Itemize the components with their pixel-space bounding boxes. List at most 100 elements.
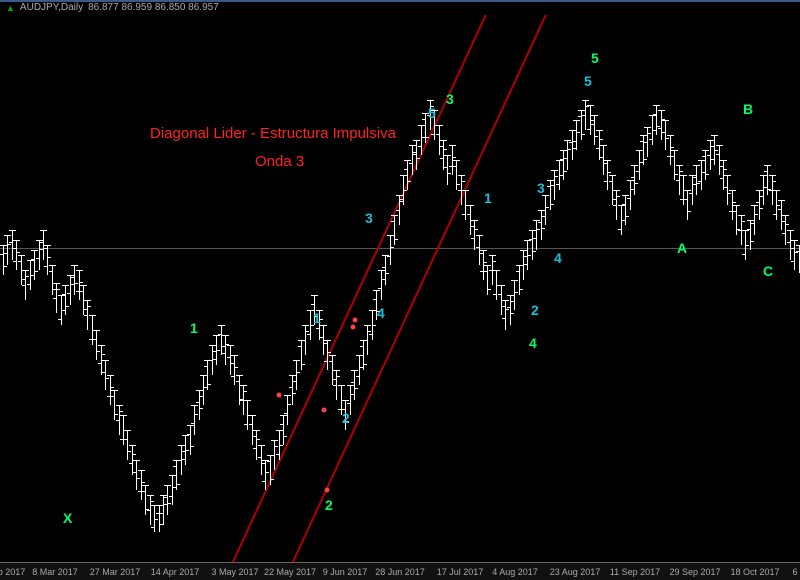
price-bar	[56, 283, 57, 313]
price-bar	[679, 165, 680, 195]
x-tick: 17 Jul 2017	[437, 567, 484, 577]
price-bar	[385, 255, 386, 285]
price-bar	[572, 130, 573, 160]
x-tick: 27 Mar 2017	[90, 567, 141, 577]
price-bar	[416, 140, 417, 170]
price-bar	[425, 113, 426, 143]
price-bar	[150, 495, 151, 525]
x-tick: 14 Apr 2017	[151, 567, 200, 577]
wave-label: 4	[529, 335, 537, 351]
price-bar	[541, 210, 542, 240]
price-bar	[505, 300, 506, 330]
price-bar	[70, 275, 71, 305]
price-bar	[265, 460, 266, 490]
price-bar	[212, 345, 213, 375]
price-bar	[421, 125, 422, 155]
price-bar	[687, 190, 688, 220]
price-bar	[390, 235, 391, 265]
price-bar	[7, 235, 8, 265]
price-bar	[394, 215, 395, 245]
wave-label: 1	[484, 190, 492, 206]
price-bar	[661, 110, 662, 140]
wave-label: 2	[531, 302, 539, 318]
price-bar	[354, 370, 355, 400]
price-bar	[532, 230, 533, 260]
x-axis: 17 Feb 20178 Mar 201727 Mar 201714 Apr 2…	[0, 562, 800, 580]
price-bar	[514, 280, 515, 310]
wave-label: Diagonal Lider - Estructura Impulsiva	[150, 125, 396, 142]
price-bar	[274, 440, 275, 470]
wave-label: Onda 3	[255, 153, 304, 170]
price-bar	[696, 165, 697, 195]
price-bar	[34, 250, 35, 280]
price-bar	[625, 195, 626, 225]
price-bar	[52, 265, 53, 295]
x-tick: 3 May 2017	[211, 567, 258, 577]
wave-label: A	[677, 240, 687, 256]
price-bar	[799, 245, 800, 273]
x-tick: 22 May 2017	[264, 567, 316, 577]
price-bar	[39, 240, 40, 270]
chart-canvas[interactable]: Diagonal Lider - Estructura Impulsiva Ond…	[0, 15, 800, 562]
price-bar	[523, 250, 524, 280]
price-bar	[25, 270, 26, 300]
price-bar	[359, 355, 360, 385]
price-bar	[447, 155, 448, 185]
price-bar	[754, 205, 755, 235]
price-bar	[750, 220, 751, 250]
symbol-label: AUDJPY,Daily	[20, 2, 83, 13]
caret-icon: ▲	[6, 3, 15, 13]
price-bar	[759, 190, 760, 220]
wave-label: 3	[446, 91, 454, 107]
x-tick: 23 Aug 2017	[550, 567, 601, 577]
price-bar	[176, 460, 177, 490]
wave-label: 4	[554, 250, 562, 266]
price-bar	[225, 335, 226, 365]
x-tick: 6	[792, 567, 797, 577]
x-tick: 29 Sep 2017	[669, 567, 720, 577]
price-bar	[172, 475, 173, 505]
price-bar	[567, 140, 568, 170]
price-bar	[510, 295, 511, 325]
channel-dot	[351, 325, 356, 330]
chart-header: ▲ AUDJPY,Daily 86.877 86.959 86.850 86.9…	[6, 2, 219, 13]
price-bar	[639, 150, 640, 180]
wave-label: 2	[325, 497, 333, 513]
price-bar	[763, 175, 764, 205]
price-bar	[790, 230, 791, 260]
price-bar	[576, 120, 577, 150]
price-bar	[692, 175, 693, 205]
price-bar	[221, 325, 222, 355]
x-tick: 18 Oct 2017	[730, 567, 779, 577]
wave-label: 2	[342, 410, 350, 426]
price-bar	[305, 325, 306, 355]
price-bar	[630, 180, 631, 210]
channel-dot	[353, 318, 358, 323]
trendlines-layer	[0, 15, 800, 575]
ohlc-label: 86.877 86.959 86.850 86.957	[88, 2, 219, 13]
channel-dot	[325, 488, 330, 493]
wave-label: 5	[584, 73, 592, 89]
wave-label: 4	[377, 305, 385, 321]
x-tick: 8 Mar 2017	[32, 567, 78, 577]
wave-label: 1	[190, 320, 198, 336]
price-bar	[119, 405, 120, 435]
price-bar	[203, 375, 204, 405]
price-bar	[230, 345, 231, 375]
price-bar	[634, 165, 635, 195]
price-bar	[167, 485, 168, 515]
price-bar	[3, 245, 4, 275]
price-bar	[407, 160, 408, 190]
wave-label: 3	[537, 180, 545, 196]
price-bar	[643, 135, 644, 165]
price-bar	[159, 505, 160, 532]
price-bar	[287, 395, 288, 425]
price-bar	[194, 405, 195, 435]
price-bar	[381, 270, 382, 300]
price-bar	[190, 425, 191, 455]
channel-dot	[322, 408, 327, 413]
price-bar	[181, 445, 182, 475]
wave-label: 5	[591, 50, 599, 66]
price-bar	[207, 360, 208, 390]
price-bar	[199, 390, 200, 420]
